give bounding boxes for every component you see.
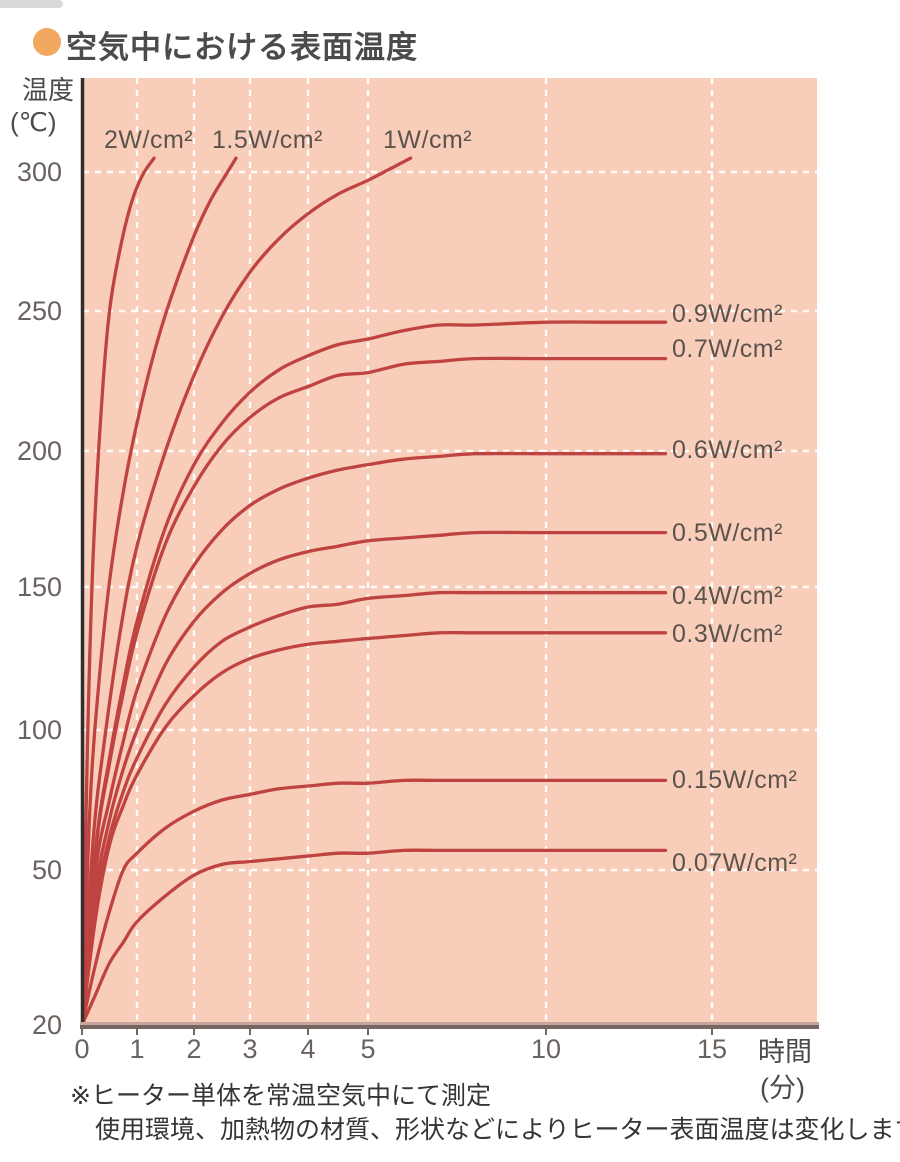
curve-label-0.07W/cm²: 0.07W/cm² [672, 849, 798, 878]
curve-1.5W/cm² [83, 156, 238, 1022]
curve-label-0.7W/cm²: 0.7W/cm² [672, 334, 783, 363]
curve-label-0.3W/cm²: 0.3W/cm² [672, 619, 783, 648]
footnote-disclaimer: 使用環境、加熱物の材質、形状などによりヒーター表面温度は変化します。 [95, 1116, 900, 1144]
curve-0.15W/cm² [83, 778, 668, 1022]
curve-label-0.9W/cm²: 0.9W/cm² [672, 300, 783, 329]
curve-1W/cm² [83, 156, 413, 1022]
top-left-artifact-bar [0, 0, 63, 8]
x-axis-unit: (分) [760, 1073, 805, 1103]
curve-label-1W/cm²: 1W/cm² [383, 126, 473, 154]
y-tick-label-150: 150 [16, 572, 62, 602]
curve-label-2W/cm²: 2W/cm² [104, 126, 194, 154]
curve-label-0.15W/cm²: 0.15W/cm² [672, 766, 798, 795]
x-tick-label-1: 1 [129, 1034, 145, 1064]
y-axis-unit: (℃) [10, 107, 57, 137]
y-tick-label-20: 20 [31, 1010, 62, 1040]
x-tick-label-5: 5 [360, 1034, 376, 1064]
x-tick-label-0: 0 [74, 1034, 90, 1064]
page-title: 空気中における表面温度 [66, 30, 418, 65]
x-tick-label-4: 4 [300, 1034, 316, 1064]
curve-0.6W/cm² [83, 451, 668, 1022]
curve-label-0.4W/cm²: 0.4W/cm² [672, 581, 783, 610]
y-tick-label-250: 250 [16, 296, 62, 326]
curves [83, 156, 668, 1022]
x-tick-label-10: 10 [530, 1034, 562, 1064]
curve-0.07W/cm² [83, 848, 668, 1022]
curve-2W/cm² [83, 156, 156, 1022]
curve-label-1.5W/cm²: 1.5W/cm² [212, 126, 323, 154]
y-tick-label-100: 100 [16, 715, 62, 745]
y-axis-title: 温度 [22, 75, 75, 105]
x-axis-title: 時間 [758, 1037, 812, 1067]
curve-0.3W/cm² [83, 630, 668, 1022]
y-tick-label-200: 200 [16, 436, 62, 466]
title-bullet-icon [33, 28, 61, 56]
y-tick-label-300: 300 [16, 157, 62, 187]
footnote-measurement-condition: ※ヒーター単体を常温空気中にて測定 [70, 1082, 491, 1110]
curve-0.4W/cm² [83, 590, 668, 1022]
x-axis-bar-top [80, 1022, 819, 1025]
x-axis-bar [80, 1025, 819, 1029]
curve-label-0.6W/cm²: 0.6W/cm² [672, 435, 783, 464]
curve-label-0.5W/cm²: 0.5W/cm² [672, 518, 783, 547]
x-tick-label-3: 3 [242, 1034, 258, 1064]
x-tick-label-2: 2 [186, 1034, 202, 1064]
x-tick-label-15: 15 [696, 1034, 728, 1064]
y-tick-label-50: 50 [31, 855, 62, 885]
curve-0.7W/cm² [83, 356, 668, 1022]
curve-0.5W/cm² [83, 530, 668, 1022]
